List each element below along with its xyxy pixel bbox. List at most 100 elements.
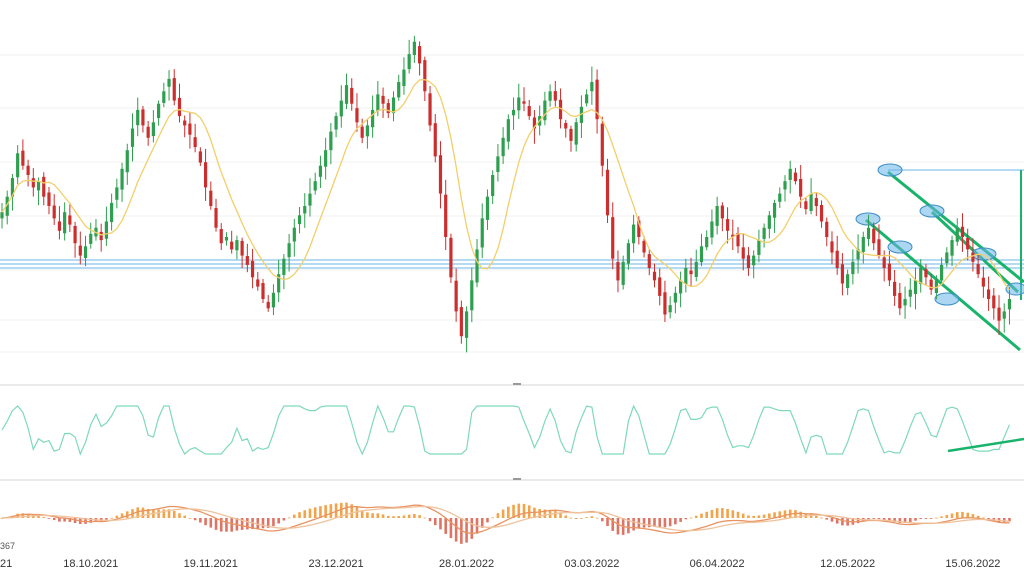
candle-body[interactable] [694,261,698,277]
candle-body[interactable] [360,126,364,138]
candle-body[interactable] [804,201,808,210]
candle-body[interactable] [193,137,197,148]
candle-body[interactable] [120,168,124,190]
candle-body[interactable] [825,221,829,237]
candle-body[interactable] [715,206,719,226]
candle-body[interactable] [637,220,641,237]
candle-body[interactable] [110,202,114,223]
candle-body[interactable] [428,93,432,126]
candle-body[interactable] [188,123,192,135]
candle-body[interactable] [976,264,980,275]
candle-body[interactable] [940,264,944,281]
candle-body[interactable] [924,269,928,278]
candle-body[interactable] [632,224,636,244]
candle-body[interactable] [386,103,390,113]
candle-body[interactable] [433,123,437,157]
candle-body[interactable] [579,106,584,123]
candle-body[interactable] [63,212,67,234]
candle-body[interactable] [919,268,923,284]
candle-body[interactable] [344,85,349,104]
candle-body[interactable] [277,274,281,293]
candle-body[interactable] [626,243,630,264]
candle-body[interactable] [454,280,458,312]
pivot-marker[interactable] [971,247,997,261]
candle-body[interactable] [376,94,380,111]
moving-average-line[interactable] [1,78,1011,291]
divider-handle[interactable] [513,383,521,385]
candle-body[interactable] [710,221,714,238]
candle-body[interactable] [605,169,610,216]
candle-body[interactable] [799,178,803,197]
candle-body[interactable] [438,155,443,194]
candle-body[interactable] [57,221,62,231]
candle-body[interactable] [21,150,25,166]
candle-body[interactable] [835,250,839,268]
candle-body[interactable] [418,46,422,64]
candle-body[interactable] [699,246,704,263]
candle-body[interactable] [840,264,845,284]
candle-body[interactable] [679,280,683,294]
candle-body[interactable] [945,252,949,264]
candle-body[interactable] [47,192,51,206]
channel-mid-line[interactable] [865,218,1021,352]
candle-body[interactable] [397,82,401,98]
candle-body[interactable] [89,233,93,244]
candle-body[interactable] [183,120,187,126]
candle-body[interactable] [491,175,495,197]
candle-body[interactable] [355,108,359,123]
pivot-marker[interactable] [887,240,913,254]
candle-body[interactable] [151,122,155,137]
candle-body[interactable] [887,263,891,281]
candle-body[interactable] [558,99,563,120]
channel-upper-line[interactable] [887,170,1024,284]
pivot-marker[interactable] [855,212,881,226]
candle-body[interactable] [324,150,328,167]
candle-body[interactable] [778,193,782,202]
candle-body[interactable] [381,95,385,104]
candle-body[interactable] [752,255,756,266]
candle-body[interactable] [42,176,46,197]
candle-body[interactable] [898,292,902,309]
candle-body[interactable] [731,234,735,237]
candle-body[interactable] [846,274,850,289]
candle-body[interactable] [772,202,777,218]
candle-body[interactable] [136,109,140,126]
candle-body[interactable] [673,292,677,303]
candle-body[interactable] [5,196,9,216]
candle-body[interactable] [261,283,265,299]
candle-body[interactable] [809,193,813,212]
candle-body[interactable] [219,229,223,244]
candle-body[interactable] [470,280,474,311]
candle-body[interactable] [908,289,912,297]
candle-body[interactable] [767,215,771,229]
candle-body[interactable] [245,256,249,265]
candle-body[interactable] [73,225,77,244]
candle-body[interactable] [78,245,82,256]
candle-body[interactable] [725,219,730,231]
candle-body[interactable] [464,311,469,338]
signal-line[interactable] [1,505,1010,532]
candle-body[interactable] [16,153,20,178]
candle-body[interactable] [720,205,724,219]
candle-body[interactable] [198,151,202,163]
candle-body[interactable] [511,109,516,116]
candle-body[interactable] [1007,299,1012,310]
candle-body[interactable] [99,231,103,241]
candle-body[interactable] [762,227,766,239]
candle-body[interactable] [52,205,56,219]
candle-body[interactable] [480,218,484,248]
candle-body[interactable] [157,103,161,119]
candle-body[interactable] [736,232,740,247]
candle-body[interactable] [203,162,208,188]
candle-body[interactable] [788,168,792,180]
candle-body[interactable] [0,212,4,219]
candle-body[interactable] [866,227,871,239]
candle-body[interactable] [313,181,317,191]
candle-body[interactable] [966,237,970,250]
candle-body[interactable] [856,249,860,260]
candle-body[interactable] [308,193,312,206]
candle-body[interactable] [334,116,338,130]
candle-body[interactable] [705,237,709,248]
candle-body[interactable] [104,221,108,239]
candle-body[interactable] [115,187,119,200]
